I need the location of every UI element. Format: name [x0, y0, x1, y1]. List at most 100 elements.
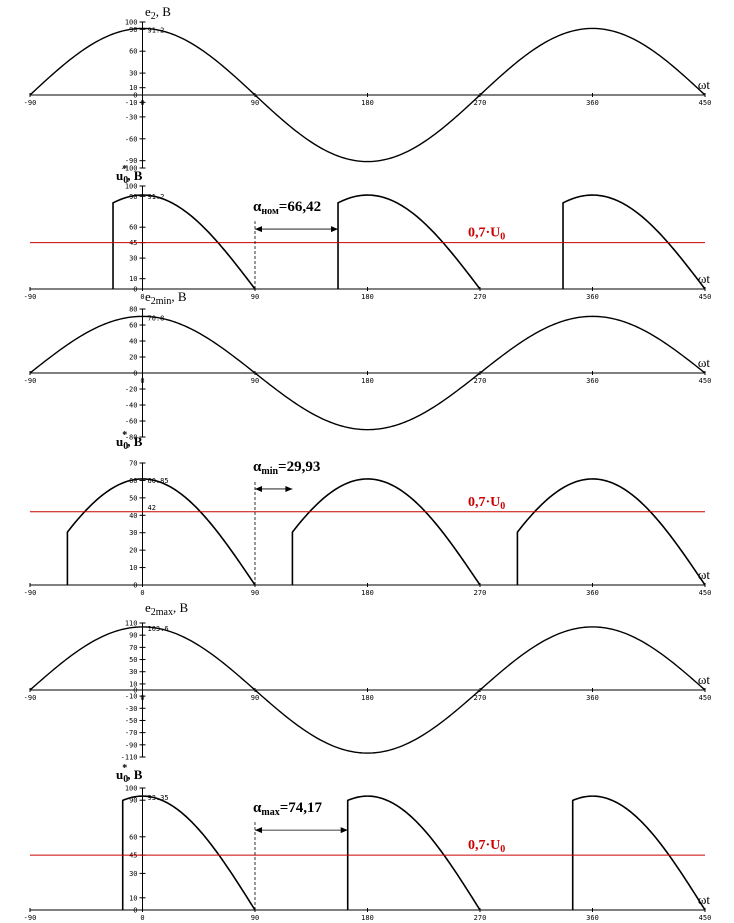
x-tick-label: 270 [474, 377, 487, 385]
x-tick-label: 0 [140, 914, 144, 922]
y-tick-label: 70 [129, 460, 137, 468]
x-tick-label: 360 [586, 914, 599, 922]
x-tick-label: -90 [24, 694, 37, 702]
y-tick-label: 90 [129, 193, 137, 201]
y-tick-label: -80 [125, 434, 138, 442]
y-tick-label: 0 [133, 582, 137, 590]
y-tick-label: 0 [133, 907, 137, 915]
x-tick-label: 270 [474, 694, 487, 702]
rectified-segment-1 [66, 478, 256, 586]
x-tick-label: -90 [24, 377, 37, 385]
y-tick-label: 10 [129, 680, 137, 688]
x-tick-label: 270 [474, 914, 487, 922]
alpha-arrow-right [331, 226, 339, 233]
sine-curve [29, 27, 706, 163]
y-tick-label: 0 [133, 286, 137, 294]
x-tick-label: 360 [586, 99, 599, 107]
y-axis-label: e2min, B [145, 289, 187, 307]
y-tick-label: 90 [129, 632, 137, 640]
y-tick-label: 30 [129, 529, 137, 537]
sine-curve [29, 315, 706, 431]
y-axis-label: u0*, B [116, 763, 143, 785]
y-tick-label: 60 [129, 322, 137, 330]
x-axis-label: ωt [698, 892, 711, 907]
rectified-segment-3 [516, 478, 706, 586]
y-tick-label: 30 [129, 668, 137, 676]
y-tick-label: 0 [133, 370, 137, 378]
x-tick-label: 180 [361, 377, 374, 385]
x-tick-label: 450 [699, 589, 712, 597]
y-tick-label: 90 [129, 797, 137, 805]
x-tick-label: 270 [474, 293, 487, 301]
x-tick-label: 180 [361, 589, 374, 597]
y-tick-label: -110 [121, 754, 138, 762]
y-tick-label: 50 [129, 494, 137, 502]
x-tick-label: -90 [24, 589, 37, 597]
x-tick-label: 360 [586, 694, 599, 702]
rectified-segment-2 [291, 478, 481, 586]
reference-label: 0,7·U0 [468, 495, 505, 512]
x-tick-label: -90 [24, 99, 37, 107]
y-tick-label: -50 [125, 717, 138, 725]
y-tick-label: -90 [125, 157, 138, 165]
alpha-arrow-left [255, 485, 262, 492]
x-tick-label: 360 [586, 589, 599, 597]
y-tick-label: -30 [125, 113, 138, 121]
x-axis-label: ωt [698, 672, 711, 687]
x-tick-label: 90 [251, 293, 259, 301]
y-tick-label: 40 [129, 338, 137, 346]
x-tick-label: 0 [140, 589, 144, 597]
alpha-label: αmin=29,93 [253, 459, 320, 477]
x-axis-label: ωt [698, 77, 711, 92]
y-tick-label: -30 [125, 705, 138, 713]
y-axis-label: e2, B [145, 4, 171, 22]
x-tick-label: 270 [474, 589, 487, 597]
x-tick-label: 90 [251, 589, 259, 597]
y-tick-label: -10 [125, 693, 138, 701]
rectified-segment-1 [121, 795, 256, 911]
y-tick-label: 20 [129, 547, 137, 555]
x-tick-label: 180 [361, 99, 374, 107]
x-axis-label: ωt [698, 567, 711, 582]
x-tick-label: 360 [586, 293, 599, 301]
alpha-arrow-left [255, 226, 262, 233]
y-axis-label: u0*, B [116, 430, 143, 452]
y-tick-label: -90 [125, 741, 138, 749]
x-axis-label: ωt [698, 355, 711, 370]
y-tick-label: 60 [129, 477, 137, 485]
reference-label: 0,7·U0 [468, 226, 505, 243]
y-axis-label: u0*, B [116, 164, 143, 186]
x-tick-label: 450 [699, 99, 712, 107]
rectified-segment-3 [562, 194, 706, 290]
x-tick-label: 180 [361, 914, 374, 922]
rectified-segment-3 [571, 795, 706, 911]
y-tick-label: 40 [129, 512, 137, 520]
y-tick-label: 20 [129, 354, 137, 362]
x-tick-label: 180 [361, 694, 374, 702]
reference-tick-label: 42 [148, 504, 156, 512]
x-tick-label: 0 [140, 694, 144, 702]
y-tick-label: 0 [133, 92, 137, 100]
y-tick-label: 80 [129, 306, 137, 314]
alpha-arrow-right [340, 827, 348, 834]
y-tick-label: -100 [121, 165, 138, 173]
rectified-segment-2 [346, 795, 481, 911]
y-tick-label: -60 [125, 418, 138, 426]
alpha-label: αном=66,42 [253, 199, 321, 217]
y-tick-label: 100 [125, 183, 138, 191]
x-tick-label: 90 [251, 694, 259, 702]
y-tick-label: 60 [129, 833, 137, 841]
y-tick-label: -60 [125, 135, 138, 143]
reference-label: 0,7·U0 [468, 838, 505, 855]
y-tick-label: 100 [125, 785, 138, 793]
y-tick-label: 10 [129, 894, 137, 902]
x-tick-label: 90 [251, 377, 259, 385]
x-tick-label: -90 [24, 914, 37, 922]
sine-curve [29, 626, 706, 754]
y-tick-label: 30 [129, 70, 137, 78]
y-tick-label: 60 [129, 48, 137, 56]
y-axis-label: e2max, B [145, 600, 189, 618]
